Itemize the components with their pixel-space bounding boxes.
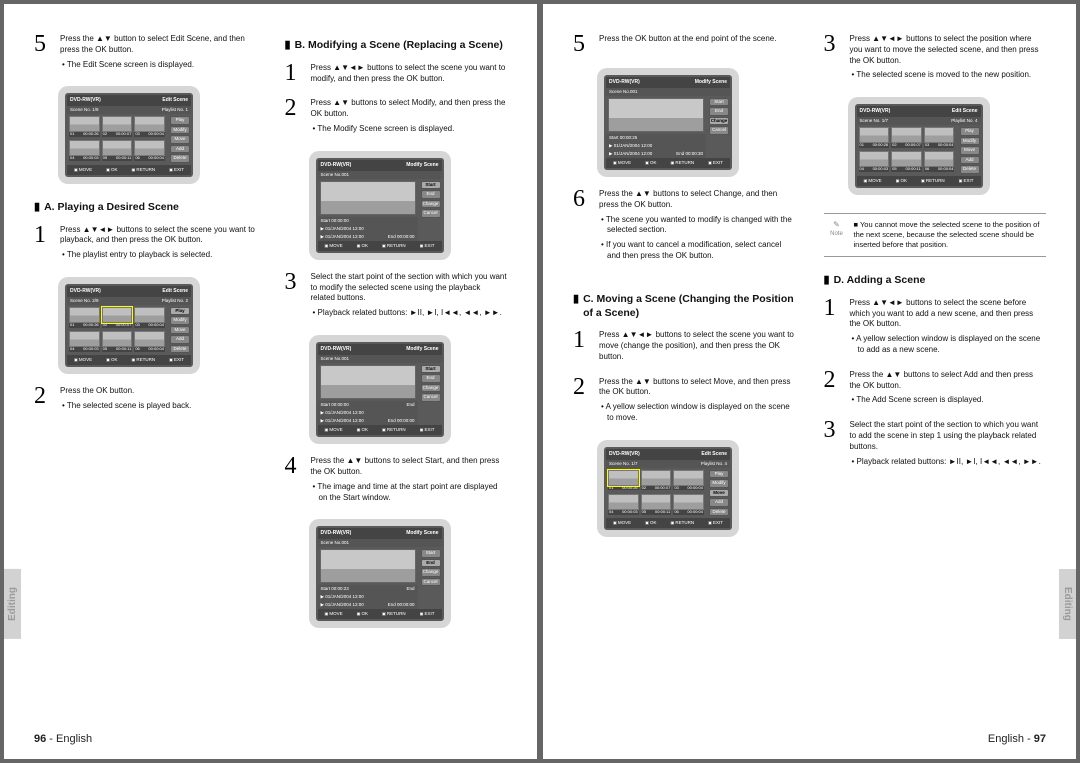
screenshot-edit-scene-2: DVD-RW(VR)Edit Scene Scene No. 2/9Playli… [58,277,200,374]
step-d2: 2 Press the ▲▼ buttons to select Add and… [824,368,1047,410]
step-a1: 1 Press ▲▼◄► buttons to select the scene… [34,223,257,265]
section-c-title: C. Moving a Scene (Changing the Position… [573,292,796,320]
right-col-1: 5 Press the OK button at the end point o… [573,32,796,729]
side-tab-left: Editing [4,569,21,639]
note-text: You cannot move the selected scene to th… [854,220,1045,250]
step-d3: 3 Select the start point of the section … [824,418,1047,471]
step-a2: 2 Press the OK button. The selected scen… [34,384,257,416]
screenshot-move: DVD-RW(VR)Edit Scene Scene No. 1/7Playli… [597,440,739,537]
step-r6: 6 Press the ▲▼ buttons to select Change,… [573,187,796,266]
note-box: ✎Note You cannot move the selected scene… [824,213,1047,257]
step-c1: 1 Press ▲▼◄► buttons to select the scene… [573,328,796,366]
side-tab-right: Editing [1059,569,1076,639]
left-col-2: B. Modifying a Scene (Replacing a Scene)… [285,32,508,729]
page-left: Editing 5 Press the ▲▼ button to select … [4,4,537,759]
screenshot-edit-scene: DVD-RW(VR)Edit Scene Scene No. 1/9Playli… [58,86,200,183]
page-right: Editing 5 Press the OK button at the end… [543,4,1076,759]
left-col-1: 5 Press the ▲▼ button to select Edit Sce… [34,32,257,729]
step-d1: 1 Press ▲▼◄► buttons to select the scene… [824,296,1047,360]
step-text: Press the ▲▼ button to select Edit Scene… [60,34,257,56]
screenshot-after-move: DVD-RW(VR)Edit Scene Scene No. 1/7Playli… [848,97,990,194]
note-icon: ✎Note [826,220,848,250]
step-b4: 4 Press the ▲▼ buttons to select Start, … [285,454,508,507]
step-bullet: The Edit Scene screen is displayed. [60,60,257,71]
manual-spread: Editing 5 Press the ▲▼ button to select … [0,0,1080,763]
screenshot-modify-1: DVD-RW(VR)Modify Scene Scene No.001 Star… [309,151,451,260]
screenshot-modify-r1: DVD-RW(VR)Modify Scene Scene No.001 Star… [597,68,739,177]
step-b3: 3 Select the start point of the section … [285,270,508,323]
step-r5: 5 Press the OK button at the end point o… [573,32,796,56]
section-b-title: B. Modifying a Scene (Replacing a Scene) [285,38,508,53]
page-footer-right: English - 97 [988,733,1046,745]
step-r3top: 3 Press ▲▼◄► buttons to select the posit… [824,32,1047,85]
screenshot-modify-2: DVD-RW(VR)Modify Scene Scene No.001 Star… [309,335,451,444]
page-footer-left: 96 - English [34,733,92,745]
right-col-2: 3 Press ▲▼◄► buttons to select the posit… [824,32,1047,729]
step-b1: 1 Press ▲▼◄► buttons to select the scene… [285,61,508,89]
section-a-title: A. Playing a Desired Scene [34,200,257,215]
step-b2: 2 Press ▲▼ buttons to select Modify, and… [285,96,508,138]
step-number: 5 [34,32,60,74]
step-5: 5 Press the ▲▼ button to select Edit Sce… [34,32,257,74]
step-c2: 2 Press the ▲▼ buttons to select Move, a… [573,375,796,428]
screenshot-modify-3: DVD-RW(VR)Modify Scene Scene No.001 Star… [309,519,451,628]
section-d-title: D. Adding a Scene [824,273,1047,288]
